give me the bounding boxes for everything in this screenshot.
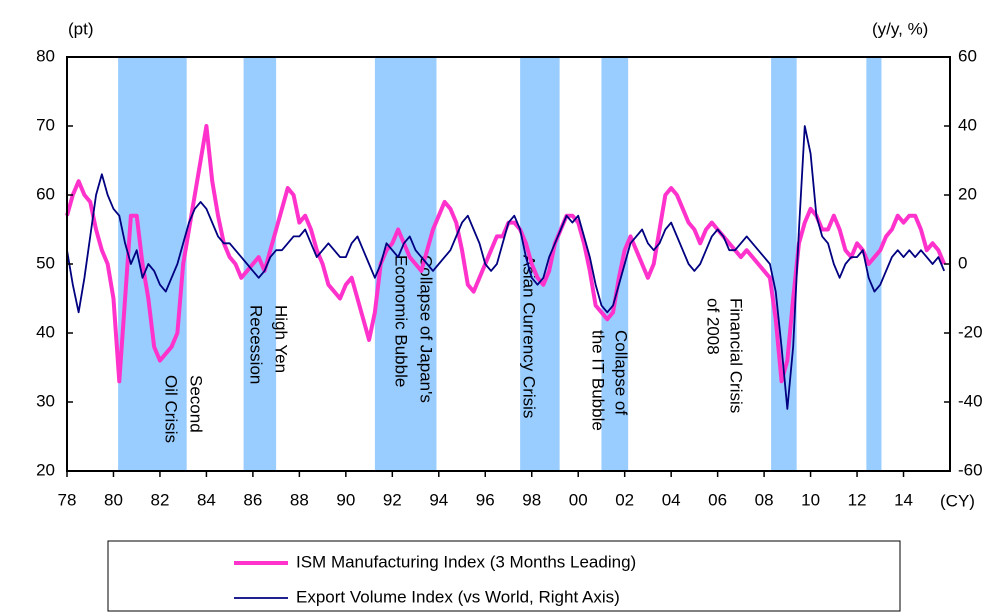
y-tick-label: 80 [36,46,55,65]
shaded-period [771,57,797,471]
y2-tick-label: 20 [958,184,977,203]
series-line [65,124,947,384]
shaded-period [118,57,187,471]
x-tick-label: 88 [290,490,309,509]
y2-axis-unit: (y/y, %) [872,19,928,38]
x-tick-label: 02 [615,490,634,509]
annotation: Financial Crisis [727,298,746,413]
annotation: Recession [247,305,266,384]
y2-tick-label: -20 [958,322,983,341]
annotation: Collapse of Japan's [417,255,436,403]
legend-label: ISM Manufacturing Index (3 Months Leadin… [296,552,636,571]
y-tick-label: 60 [36,184,55,203]
x-tick-label: 14 [894,490,913,509]
x-tick-label: 92 [383,490,402,509]
y2-tick-label: 60 [958,46,977,65]
x-tick-label: 06 [708,490,727,509]
annotation: Economic Bubble [392,255,411,387]
y2-tick-label: 40 [958,115,977,134]
annotation: the IT Bubble [589,330,608,431]
x-tick-label: 10 [801,490,820,509]
y-tick-label: 40 [36,322,55,341]
y-tick-label: 50 [36,253,55,272]
x-tick-label: 00 [569,490,588,509]
x-tick-label: 78 [58,490,77,509]
y-tick-label: 70 [36,115,55,134]
x-tick-label: 94 [429,490,448,509]
annotation: Oil Crisis [162,375,181,443]
annotation: Asian Currency Crisis [520,255,539,418]
x-tick-label: 98 [522,490,541,509]
annotation: High Yen [272,305,291,373]
annotation: Second [187,375,206,433]
annotation: Collapse of [612,330,631,415]
x-tick-label: 84 [197,490,216,509]
series-line [66,125,946,410]
x-tick-label: 82 [150,490,169,509]
x-axis-unit: (CY) [940,491,975,510]
y-axis-unit: (pt) [68,19,94,38]
annotation: of 2008 [704,298,723,355]
y2-tick-label: -40 [958,391,983,410]
shaded-period [520,57,560,471]
x-tick-label: 04 [662,490,681,509]
x-tick-label: 86 [243,490,262,509]
y-tick-label: 30 [36,391,55,410]
shaded-period [866,57,882,471]
x-tick-label: 90 [336,490,355,509]
y2-tick-label: -60 [958,460,983,479]
x-tick-label: 12 [848,490,867,509]
y-tick-label: 20 [36,460,55,479]
legend-label: Export Volume Index (vs World, Right Axi… [296,587,620,606]
x-tick-label: 80 [104,490,123,509]
x-tick-label: 08 [755,490,774,509]
y2-tick-label: 0 [958,253,967,272]
legend-box [107,540,901,612]
x-tick-label: 96 [476,490,495,509]
